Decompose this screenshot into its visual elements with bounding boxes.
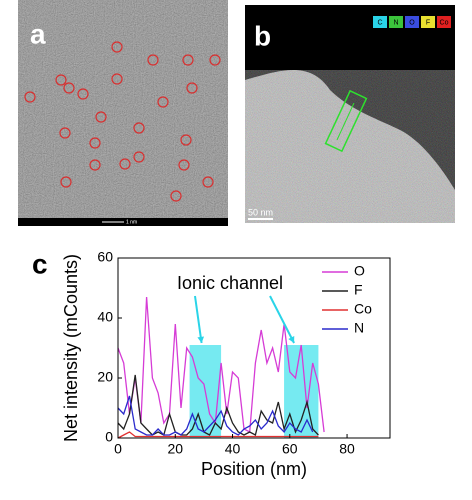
marker [186,82,198,94]
marker [111,73,123,85]
element-legend: C N O F Co [373,16,451,28]
chart: c 0 20 40 60 0 20 40 60 80 Position (nm) Net inten… [32,248,391,479]
marker [178,159,190,171]
y-tick-label: 60 [97,249,113,265]
texture [245,70,455,223]
legend-label: F [426,19,430,26]
y-axis-label: Net intensity (mCounts) [61,254,81,442]
marker [170,190,182,202]
marker [133,122,145,134]
marker [209,54,221,66]
marker [60,176,72,188]
x-tick-label: 20 [167,441,183,457]
marker [157,96,169,108]
annotation-arrow [194,295,203,344]
legend-swatch [437,16,451,28]
marker [59,127,71,139]
marker [119,158,131,170]
marker [55,74,67,86]
x-tick-label: 40 [225,441,241,457]
legend-label: Co [440,19,449,26]
legend-label: C [377,19,382,26]
line-scan-box [324,89,368,153]
x-axis-label: Position (nm) [201,459,307,479]
series-line [117,431,319,439]
legend-swatch [373,16,387,28]
panel-b: 50 nm b C N O F Co [245,5,455,223]
legend-label: F [354,282,363,298]
marker [77,88,89,100]
marker [24,91,36,103]
legend-swatch [389,16,403,28]
series-line [117,395,314,436]
marker [180,134,192,146]
y-tick-label: 40 [97,309,113,325]
marker [147,54,159,66]
marker [89,137,101,149]
y-tick-label: 0 [105,429,113,445]
legend-label: O [409,19,415,26]
annotation-arrow [269,295,295,344]
legend-label: Co [354,301,372,317]
marker [182,54,194,66]
legend-swatch [405,16,419,28]
panel-label: b [254,20,271,51]
marker [111,41,123,53]
x-tick-label: 0 [114,441,122,457]
markers [24,41,221,202]
legend-label: O [354,263,365,279]
marker [202,176,214,188]
arrow-head [197,336,205,343]
series-line [117,374,319,436]
plot-frame [117,257,391,439]
marker [89,159,101,171]
scan-arrow [336,102,355,141]
panel-a: 1 nm a [18,0,228,226]
marker [133,151,145,163]
y-tick-label: 20 [97,369,113,385]
marker [95,111,107,123]
panel-label: c [32,248,48,279]
annotation: Ionic channel [177,273,283,293]
panel-label: a [30,18,46,49]
scale-label: 1 nm [126,219,137,225]
series-line [117,296,325,434]
legend-swatch [421,16,435,28]
scale-label: 50 nm [248,207,273,217]
x-tick-label: 80 [339,441,355,457]
x-tick-label: 60 [282,441,298,457]
legend-label: N [354,320,364,336]
texture [18,0,228,218]
legend-label: N [393,19,398,26]
marker [63,82,75,94]
arrow-head [288,336,295,343]
